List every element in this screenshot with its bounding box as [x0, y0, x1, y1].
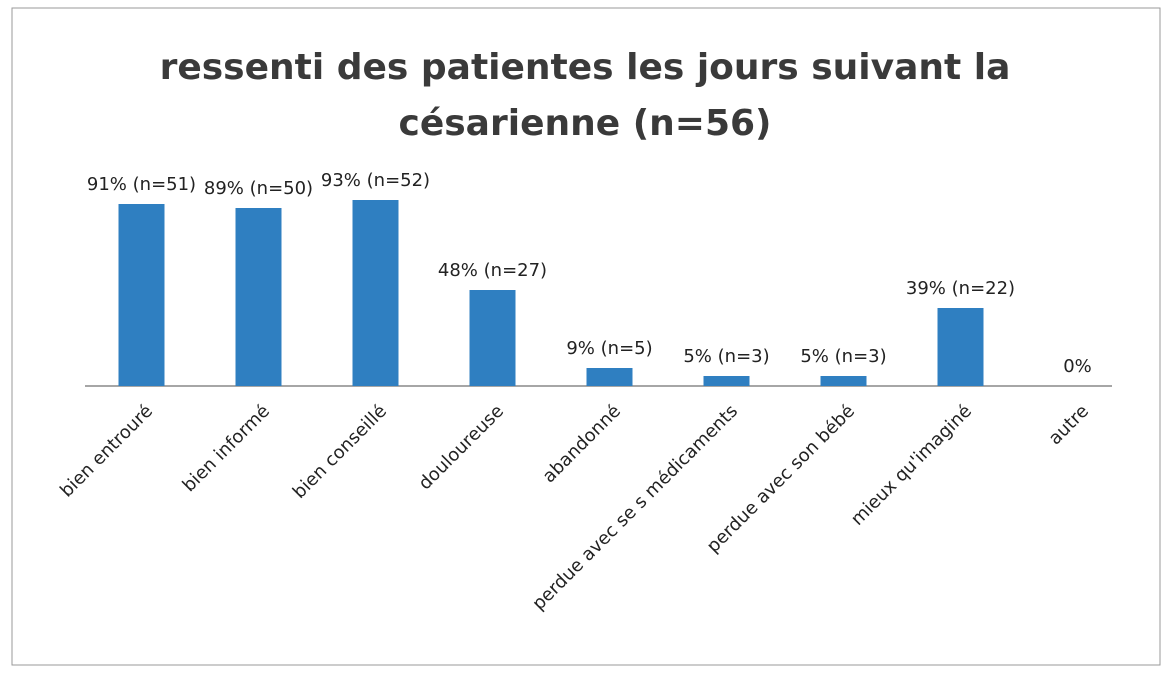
bar: [118, 204, 165, 386]
data-label: 5% (n=3): [800, 346, 886, 367]
x-tick-label: autre: [1045, 401, 1093, 449]
data-label: 93% (n=52): [321, 170, 430, 191]
data-label: 9% (n=5): [566, 338, 652, 359]
x-tick-label: perdue avec se s médicaments: [528, 401, 742, 615]
data-label: 91% (n=51): [87, 174, 196, 195]
bar: [352, 200, 399, 386]
bar: [820, 376, 867, 386]
data-label: 89% (n=50): [204, 178, 313, 199]
bar: [703, 376, 750, 386]
bar: [469, 290, 516, 386]
x-tick-label: bien entrouré: [56, 401, 157, 502]
data-label: 5% (n=3): [683, 346, 769, 367]
chart-border: [11, 7, 1161, 666]
x-tick-label: bien informé: [179, 401, 275, 497]
bar: [586, 368, 633, 386]
data-label: 39% (n=22): [906, 278, 1015, 299]
bar: [235, 208, 282, 386]
x-tick-label: douloureuse: [415, 401, 508, 494]
x-tick-label: mieux qu'imaginé: [847, 401, 976, 530]
data-label: 48% (n=27): [438, 260, 547, 281]
bar: [937, 308, 984, 386]
x-tick-label: abandonné: [539, 401, 625, 487]
data-label: 0%: [1063, 356, 1092, 377]
chart-title: ressenti des patientes les jours suivant…: [159, 47, 1011, 144]
x-tick-label: bien conseillé: [289, 401, 391, 503]
